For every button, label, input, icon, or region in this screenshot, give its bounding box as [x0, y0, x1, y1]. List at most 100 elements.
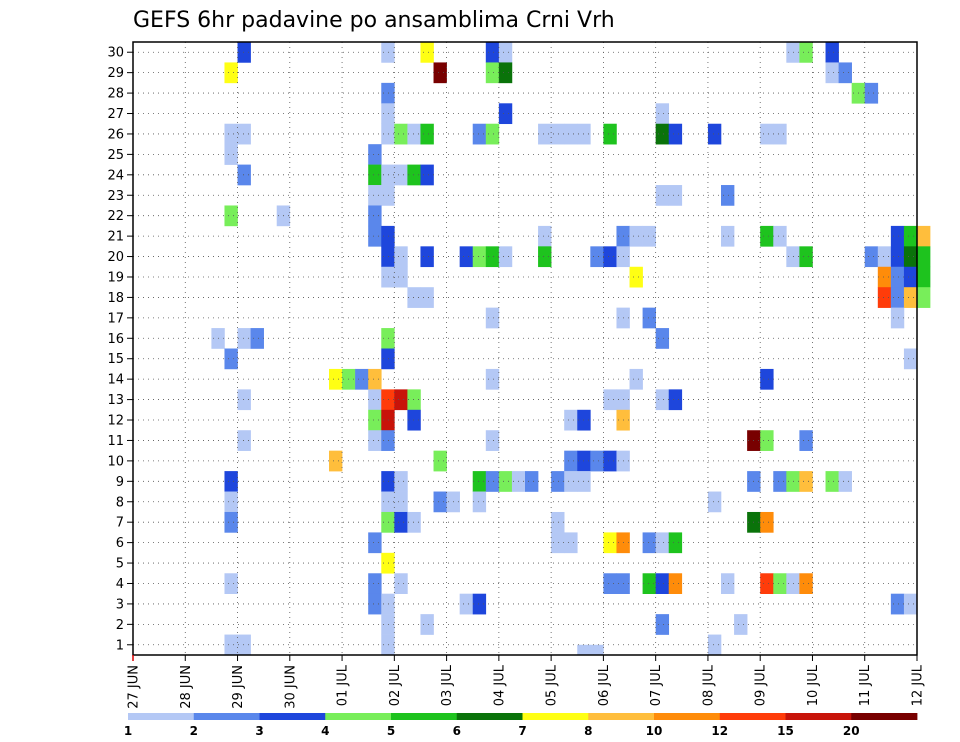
- precip-cell: [368, 573, 382, 594]
- precip-cell: [760, 368, 774, 390]
- precip-cell: [237, 164, 251, 186]
- precip-cell: [485, 430, 500, 451]
- precip-cell: [368, 593, 382, 615]
- precip-cell: [394, 573, 408, 594]
- precip-cell: [890, 287, 905, 308]
- x-tick-label: 05 JUL: [545, 664, 560, 706]
- x-tick-label: 08 JUL: [701, 664, 716, 706]
- precip-cell: [394, 511, 408, 533]
- colorbar-label: 1: [124, 724, 132, 738]
- colorbar-label: 20: [843, 724, 860, 738]
- x-tick-label: 04 JUL: [492, 664, 507, 706]
- precip-cell: [407, 511, 421, 533]
- precip-cell: [420, 42, 434, 63]
- precip-cell: [590, 246, 604, 268]
- x-tick-label: 29 JUN: [231, 665, 246, 709]
- precip-cell: [734, 614, 748, 635]
- y-tick-label: 22: [107, 209, 124, 224]
- precip-cell: [799, 471, 813, 492]
- precip-cell: [564, 450, 578, 472]
- precip-cell: [407, 123, 421, 145]
- precip-cell: [917, 225, 931, 247]
- precip-cell: [668, 185, 683, 206]
- precip-cell: [224, 205, 238, 227]
- precip-cell: [838, 62, 852, 84]
- x-tick-label: 09 JUL: [754, 664, 769, 706]
- precip-cell: [381, 389, 395, 411]
- precip-cell: [538, 246, 552, 268]
- precip-cell: [472, 491, 487, 513]
- precip-cell: [394, 266, 408, 288]
- precip-cell: [668, 532, 683, 554]
- precip-cell: [485, 123, 500, 145]
- precip-cell: [603, 532, 617, 554]
- y-tick-label: 28: [107, 87, 124, 102]
- precip-cell: [381, 266, 395, 288]
- precip-cell: [590, 450, 604, 472]
- precip-cell: [917, 287, 931, 308]
- precip-cell: [799, 430, 813, 451]
- precip-cell: [381, 164, 395, 186]
- precip-cell: [250, 328, 264, 349]
- precip-cell: [224, 62, 238, 84]
- precip-cell: [485, 246, 500, 268]
- precip-cell: [485, 471, 500, 492]
- precip-cell: [864, 82, 879, 104]
- precip-cell: [485, 42, 500, 63]
- x-tick-label: 10 JUL: [806, 664, 821, 706]
- precip-cell: [721, 573, 735, 594]
- precip-cell: [472, 593, 487, 615]
- precip-cell: [903, 225, 918, 247]
- colorbar-swatch: [456, 713, 523, 720]
- colorbar-label: 15: [777, 724, 794, 738]
- y-tick-label: 16: [107, 332, 124, 347]
- precip-cell: [381, 82, 395, 104]
- y-tick-label: 29: [107, 66, 124, 81]
- y-tick-label: 18: [107, 291, 124, 306]
- colorbar-label: 3: [255, 724, 263, 738]
- colorbar-swatch: [851, 713, 918, 720]
- precip-cell: [368, 430, 382, 451]
- precip-cell: [525, 471, 539, 492]
- precip-cell: [707, 123, 722, 145]
- x-tick-label: 07 JUL: [649, 664, 664, 706]
- precip-cell: [420, 123, 434, 145]
- precip-cell: [224, 144, 238, 165]
- colorbar-swatch: [588, 713, 655, 720]
- precip-cell: [498, 246, 513, 268]
- colorbar-swatch: [719, 713, 786, 720]
- precip-cell: [603, 123, 617, 145]
- precip-cell: [224, 123, 238, 145]
- precip-cell: [224, 348, 238, 370]
- precip-cell: [773, 573, 787, 594]
- precip-cell: [381, 348, 395, 370]
- precip-cell: [381, 123, 395, 145]
- precip-cell: [368, 185, 382, 206]
- precip-cell: [224, 491, 238, 513]
- x-tick-label: 01 JUL: [336, 664, 351, 706]
- precip-cell: [773, 225, 787, 247]
- precip-cell: [707, 491, 722, 513]
- precip-cell: [224, 471, 238, 492]
- precip-cell: [394, 471, 408, 492]
- precip-cell: [917, 246, 931, 268]
- chart-title: GEFS 6hr padavine po ansamblima Crni Vrh: [133, 8, 615, 33]
- precip-cell: [420, 614, 434, 635]
- precip-cell: [381, 225, 395, 247]
- y-tick-label: 20: [107, 250, 124, 265]
- precip-cell: [825, 471, 839, 492]
- y-tick-label: 15: [107, 352, 124, 367]
- colorbar-swatch: [128, 713, 195, 720]
- precip-cell: [760, 225, 774, 247]
- colorbar-swatch: [325, 713, 392, 720]
- y-tick-label: 12: [107, 414, 124, 429]
- precip-cell: [668, 123, 683, 145]
- precip-cell: [707, 634, 722, 656]
- precip-cell: [237, 430, 251, 451]
- precip-cell: [877, 287, 892, 308]
- precip-cell: [433, 62, 447, 84]
- precip-cell: [603, 389, 617, 411]
- y-tick-label: 19: [107, 270, 124, 285]
- x-tick-label: 11 JUL: [858, 664, 873, 706]
- precip-cell: [368, 368, 382, 390]
